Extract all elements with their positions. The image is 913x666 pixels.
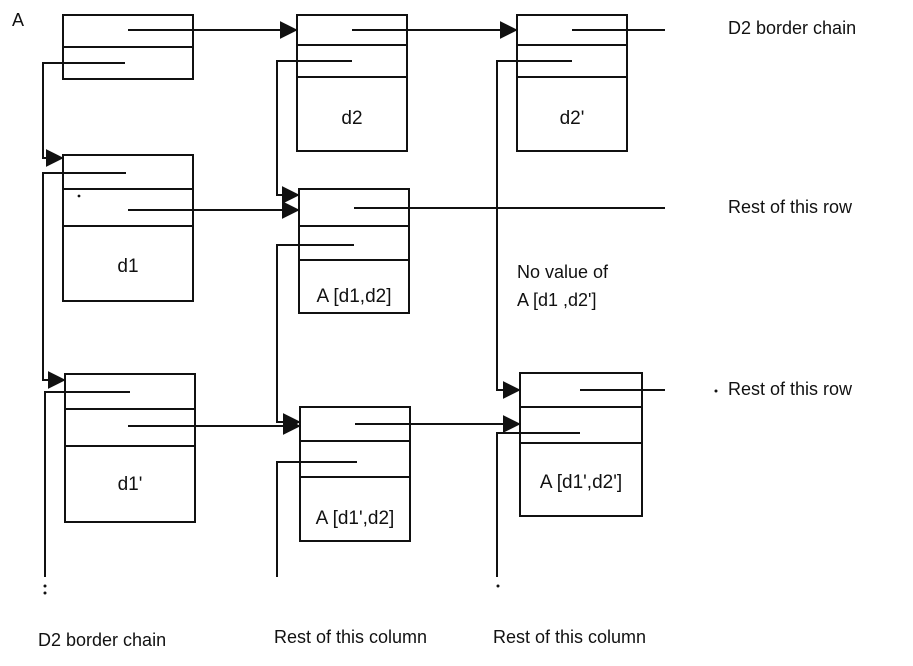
element-node-a-d1p-d2	[299, 406, 411, 542]
continuation-dot	[43, 591, 47, 595]
cell-label-a-d1p-d2p: A [d1',d2']	[540, 472, 622, 493]
rest-of-row-2-label: Rest of this row	[728, 379, 853, 399]
continuation-dot	[43, 584, 47, 588]
no-value-note-line2: A [d1 ,d2']	[517, 290, 597, 310]
rest-of-row-1-label: Rest of this row	[728, 197, 853, 217]
header-down-chain-arrow	[42, 62, 125, 167]
col-node-d2-prime	[516, 14, 628, 152]
continuation-dot	[496, 584, 500, 588]
element-down-chain-arrow	[276, 244, 354, 431]
cell-label-a-d1-d2: A [d1,d2]	[316, 286, 391, 307]
d2-border-chain-bottom-label: D2 border chain	[38, 630, 166, 650]
d1prime-down-chain	[44, 391, 130, 577]
d1-down-chain-arrow	[42, 172, 126, 389]
cell-label-d2-prime: d2'	[560, 108, 585, 129]
d2-down-chain-arrow	[276, 60, 352, 204]
cell-label-a-d1p-d2: A [d1',d2]	[316, 508, 395, 529]
decor-dot	[77, 194, 81, 198]
header-node	[62, 14, 194, 80]
row-node-d1	[62, 154, 194, 302]
leader-dot	[714, 389, 718, 393]
element-col-down-chain	[276, 461, 357, 577]
rest-of-column-1-label: Rest of this column	[274, 627, 427, 647]
cell-label-d2: d2	[341, 108, 362, 129]
element-prime-col-down-chain	[496, 432, 580, 577]
col-node-d2	[296, 14, 408, 152]
no-value-note-line1: No value of	[517, 262, 609, 282]
d2prime-down-chain-arrow	[496, 60, 572, 399]
rest-of-column-2-label: Rest of this column	[493, 627, 646, 647]
row-node-d1-prime	[64, 373, 196, 523]
cell-label-d1: d1	[117, 256, 138, 277]
element-node-a-d1-d2	[298, 188, 410, 314]
matrix-name-label: A	[12, 10, 24, 30]
cell-label-d1-prime: d1'	[118, 474, 143, 495]
d2-border-chain-top-label: D2 border chain	[728, 18, 856, 38]
element-node-a-d1p-d2p	[519, 372, 643, 517]
